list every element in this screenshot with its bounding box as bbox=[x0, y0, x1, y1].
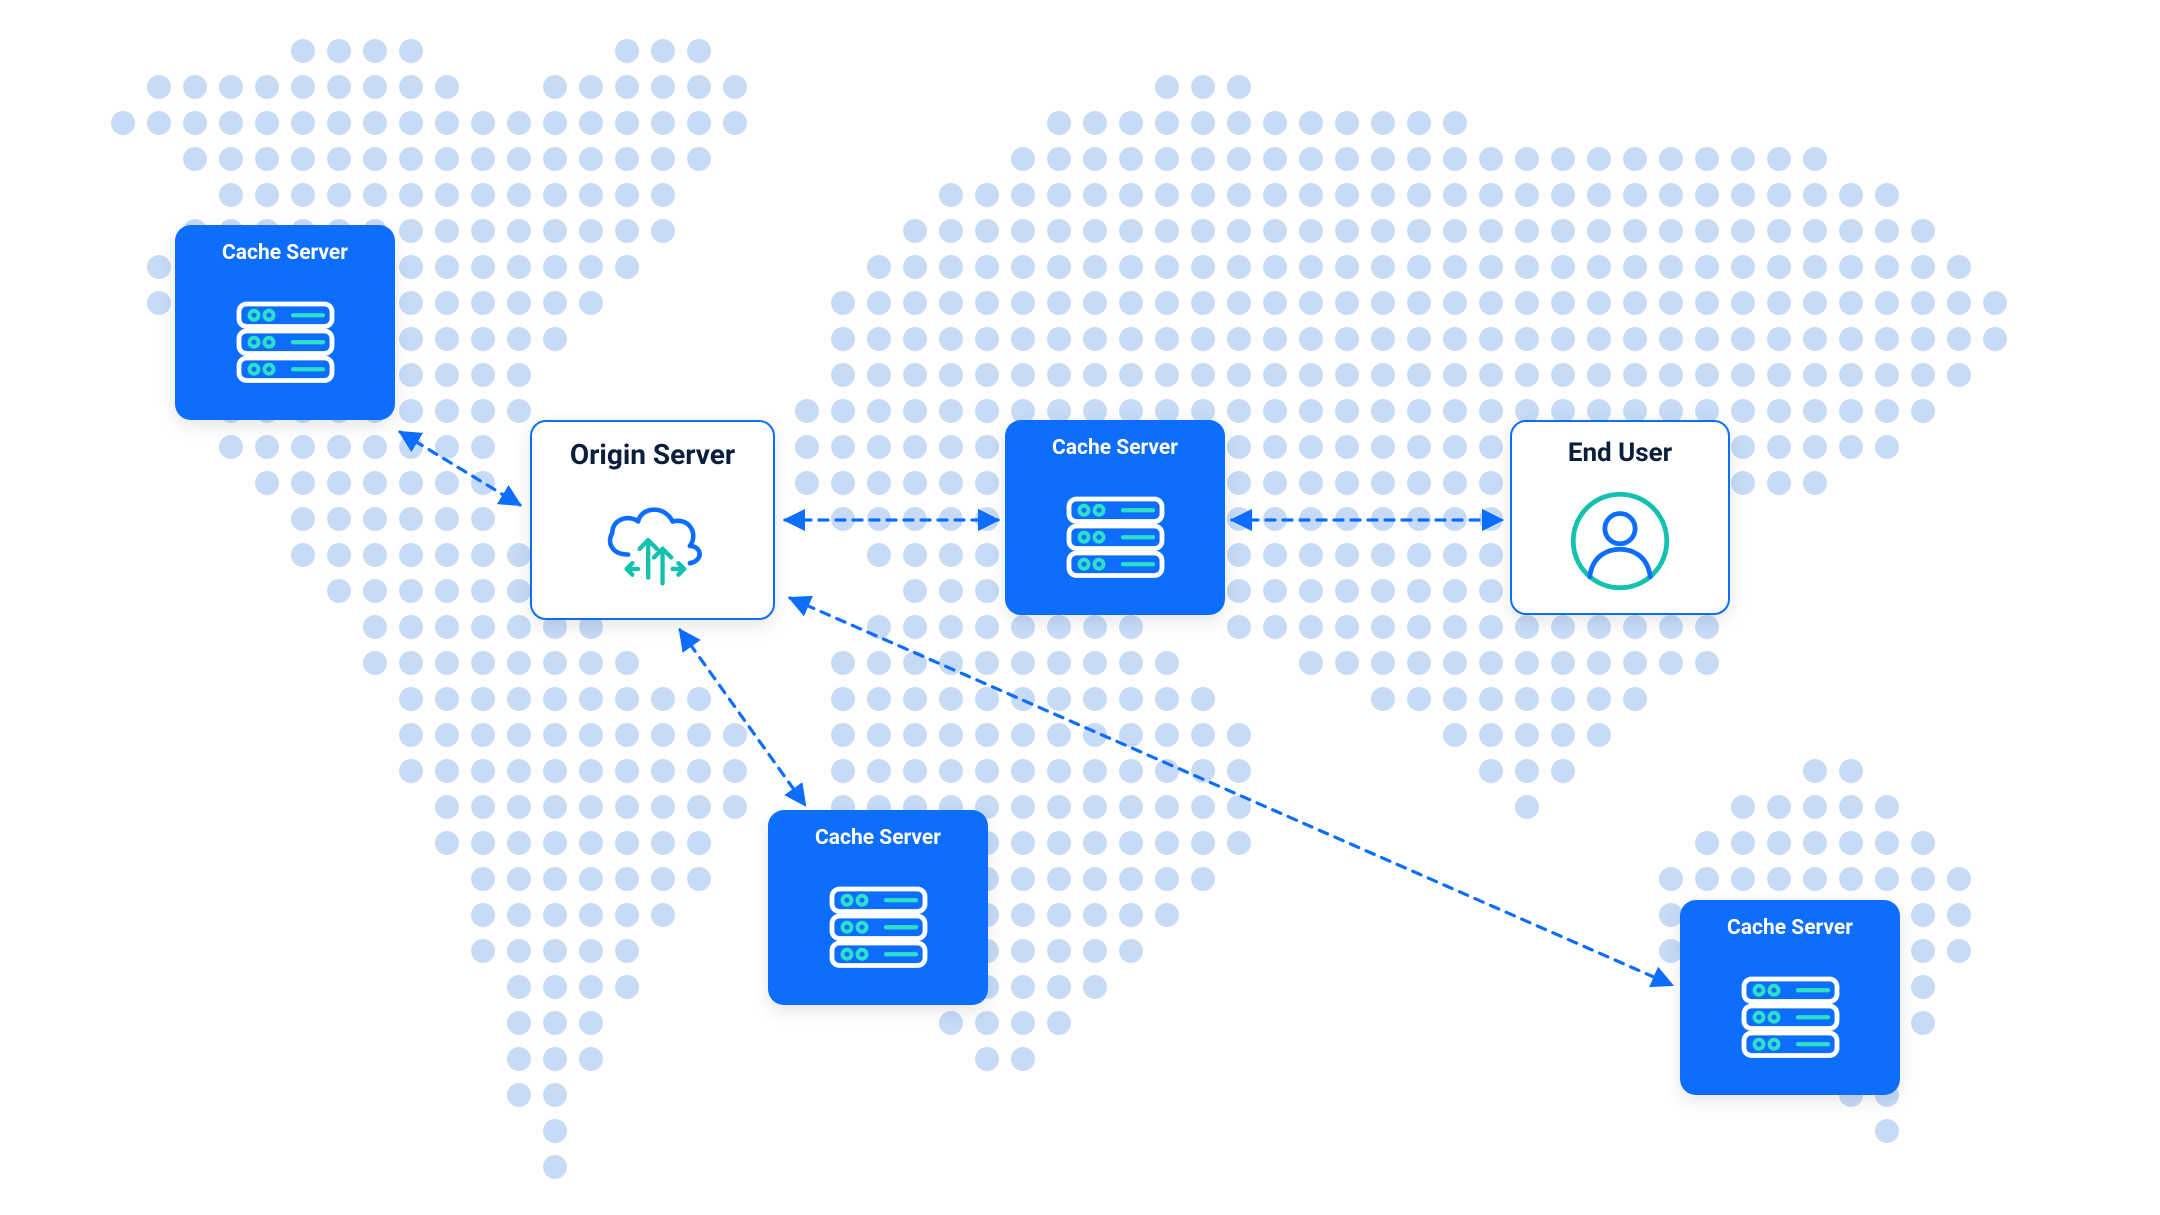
node-cache-au: Cache Server bbox=[1680, 900, 1900, 1095]
cloud-origin-icon bbox=[532, 471, 773, 618]
node-cache-sa: Cache Server bbox=[768, 810, 988, 1005]
user-icon bbox=[1512, 468, 1728, 613]
node-label: Cache Server bbox=[1005, 436, 1225, 460]
server-icon bbox=[175, 265, 395, 420]
node-origin: Origin Server bbox=[530, 420, 775, 620]
server-icon bbox=[768, 850, 988, 1005]
node-end-user: End User bbox=[1510, 420, 1730, 615]
edge-cache-nw-origin bbox=[400, 432, 520, 505]
node-label: Cache Server bbox=[175, 241, 395, 265]
server-icon bbox=[1005, 460, 1225, 615]
node-label: Cache Server bbox=[1680, 916, 1900, 940]
node-label: Cache Server bbox=[768, 826, 988, 850]
node-cache-nw: Cache Server bbox=[175, 225, 395, 420]
edge-origin-cache-sa bbox=[680, 630, 805, 805]
node-label: End User bbox=[1512, 438, 1728, 468]
node-label: Origin Server bbox=[532, 438, 773, 471]
node-cache-center: Cache Server bbox=[1005, 420, 1225, 615]
server-icon bbox=[1680, 940, 1900, 1095]
